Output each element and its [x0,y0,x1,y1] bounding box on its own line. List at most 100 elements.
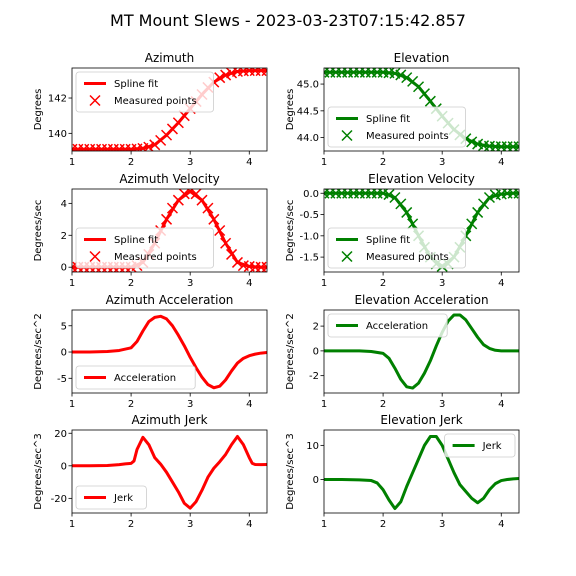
x-tick-label: 3 [439,157,445,168]
legend: Spline fit Measured points [75,71,214,113]
data-point-measured-points [237,68,249,77]
x-tick-label: 1 [69,278,75,289]
y-tick-label: 2 [313,322,319,333]
legend: Acceleration [327,313,448,338]
y-axis-label: Degrees/sec^2 [285,313,296,390]
legend-marker-swatch [341,129,353,142]
subplot-title: Azimuth [145,51,194,65]
y-tick-label: 0 [61,461,67,472]
data-point-measured-points [261,68,267,77]
x-tick-label: 3 [439,399,445,410]
x-tick-label: 4 [246,519,252,530]
legend-box [327,313,448,338]
data-point-measured-points [202,202,214,214]
y-tick-label: -1.0 [299,231,319,242]
y-axis-label: Degrees/sec [33,200,44,262]
legend-label: Spline fit [114,79,158,90]
legend-box [75,227,214,269]
subplot-azimuth: Azimuth Degrees 1 2 3 4 140 142 Spline fit Measur… [33,51,268,168]
legend: Spline fit Measured points [75,227,214,269]
y-tick-label: 0 [61,348,67,359]
axes-frame [323,188,520,273]
data-point-measured-points [161,213,173,225]
legend-label: Measured points [366,131,449,142]
data-point-measured-points [513,141,519,151]
axes-frame [71,67,268,152]
axes-frame [323,67,520,152]
subplot-azimuth-jerk: Azimuth Jerk Degrees/sec^3 1 2 3 4 -20 0 20 Jerk [33,413,268,530]
x-tick-label: 3 [439,519,445,530]
y-tick-label: 44.0 [297,133,319,144]
y-axis-label: Degrees [285,89,296,131]
x-tick-label: 2 [380,519,386,530]
x-tick-label: 4 [246,278,252,289]
y-tick-label: -5 [57,374,67,385]
x-tick-label: 1 [321,157,327,168]
data-point-measured-points [184,189,196,197]
legend-marker-swatch [89,250,101,263]
data-point-measured-points [231,256,243,268]
axes-frame [323,429,520,514]
x-tick-label: 4 [498,157,504,168]
y-tick-label: 20 [54,429,67,440]
data-point-measured-points [466,218,478,230]
y-tick-label: -0.5 [299,210,319,221]
subplot-elevation-acceleration: Elevation Acceleration Degrees/sec^2 1 2 3 4 -… [285,293,520,410]
legend-label: Spline fit [114,235,158,246]
legend-label: Spline fit [366,114,410,125]
data-point-measured-points [220,69,232,81]
legend: Jerk [75,485,147,510]
y-axis-label: Degrees/sec [285,200,296,262]
plot-area [72,314,267,390]
y-tick-label: 142 [48,94,67,105]
legend: Jerk [444,433,516,458]
data-point-measured-points [226,248,238,260]
y-tick-label: -20 [51,494,67,505]
legend-label: Measured points [366,252,449,263]
legend-box [444,433,516,458]
data-point-measured-points [220,237,232,249]
y-tick-label: -2 [309,371,319,382]
plot-area [324,313,519,390]
x-tick-label: 1 [321,399,327,410]
axes-frame [71,309,268,394]
data-point-measured-points [383,189,395,201]
data-point-measured-points [208,213,220,225]
x-tick-label: 1 [69,399,75,410]
x-tick-label: 2 [128,399,134,410]
legend-box [327,106,466,148]
data-point-measured-points [172,117,184,129]
y-axis-label: Degrees/sec^3 [33,433,44,510]
y-axis-label: Degrees/sec^3 [285,433,296,510]
y-tick-label: 4 [61,199,67,210]
legend-box [327,227,466,269]
x-tick-label: 4 [246,399,252,410]
data-point-measured-points [149,139,161,151]
subplot-title: Elevation [394,51,450,65]
data-point-measured-points [407,218,419,230]
x-tick-label: 2 [128,278,134,289]
y-axis-label: Degrees/sec^2 [33,313,44,390]
y-tick-label: 44.5 [297,106,319,117]
subplot-azimuth-velocity: Azimuth Velocity Degrees/sec 1 2 3 4 0 2 4 Spline… [33,172,268,289]
data-point-measured-points [143,141,155,151]
x-tick-label: 3 [439,278,445,289]
x-tick-label: 4 [498,519,504,530]
subplot-title: Azimuth Velocity [119,172,219,186]
x-tick-label: 1 [321,278,327,289]
plot-area [72,435,267,510]
y-axis-label: Degrees [33,89,44,131]
data-point-measured-points [401,72,413,84]
legend-box [75,365,196,390]
subplot-title: Elevation Acceleration [354,293,488,307]
x-tick-label: 4 [498,278,504,289]
y-tick-label: 0 [313,346,319,357]
legend: Acceleration [75,365,196,390]
x-tick-label: 2 [380,399,386,410]
x-tick-label: 1 [321,519,327,530]
x-tick-label: 1 [69,157,75,168]
x-tick-label: 4 [498,399,504,410]
subplot-title: Elevation Jerk [380,413,462,427]
x-tick-label: 3 [187,278,193,289]
